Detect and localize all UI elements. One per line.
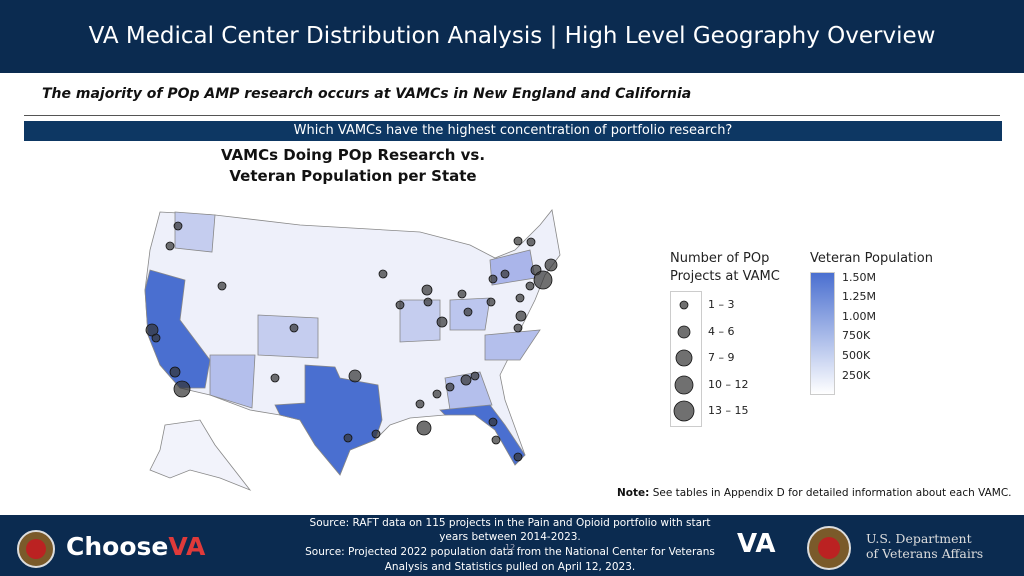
state [399, 299, 441, 343]
note: Note: See tables in Appendix D for detai… [617, 487, 1012, 499]
va-mark: VA [737, 529, 776, 559]
source: Analysis and Statistics pulled on April … [384, 561, 636, 573]
department: U.S. Department [866, 531, 972, 546]
legend-item: 7 – 9 [708, 351, 735, 364]
header-title: VA Medical Center Distribution Analysis … [0, 0, 1024, 73]
page-number: 12 [505, 543, 516, 552]
legend-title: Number of POp [670, 251, 770, 266]
legend-item: 1 – 3 [708, 298, 735, 311]
subtitle: The majority of POp AMP research occurs … [42, 86, 692, 102]
scale-label: 1.25M [842, 290, 876, 303]
source: Source: RAFT data on 115 projects in the… [309, 517, 711, 529]
question-bar: Which VAMCs have the highest concentrati… [24, 121, 1002, 141]
state [274, 364, 383, 476]
state [257, 314, 319, 359]
legend-item: 13 – 15 [708, 404, 749, 417]
scale-label: 1.00M [842, 310, 876, 323]
source: Source: Projected 2022 population data f… [305, 546, 715, 558]
scale-label: 500K [842, 349, 871, 362]
legend-circles [673, 300, 695, 422]
state [144, 269, 211, 389]
legend-title: Veteran Population [810, 251, 933, 266]
logo-va: VA [168, 532, 206, 561]
scale-label: 1.50M [842, 271, 876, 284]
logo-choose: Choose [66, 532, 169, 561]
legend-item: 10 – 12 [708, 378, 749, 391]
note-label: Note: [617, 487, 650, 499]
scale-label: 750K [842, 329, 871, 342]
map-title: Veteran Population per State [229, 167, 477, 185]
state [149, 419, 252, 491]
note-text: See tables in Appendix D for detailed in… [652, 487, 1012, 499]
state [174, 211, 216, 253]
department: of Veterans Affairs [866, 546, 984, 561]
legend-box [670, 291, 702, 427]
legend-title: Projects at VAMC [670, 269, 780, 284]
state [484, 329, 541, 361]
divider [24, 115, 1000, 116]
us-map [144, 209, 561, 491]
state [209, 354, 256, 409]
state [444, 371, 493, 411]
source: years between 2014-2023. [439, 531, 581, 543]
legend-item: 4 – 6 [708, 325, 735, 338]
seal [17, 530, 55, 568]
seal [807, 526, 851, 570]
scale-label: 250K [842, 369, 871, 382]
footer: ChooseVA Source: RAFT data on 115 projec… [0, 515, 1024, 576]
map-title: VAMCs Doing POp Research vs. [220, 146, 486, 164]
color-scale [810, 272, 835, 395]
logo: ChooseVA [66, 532, 205, 561]
